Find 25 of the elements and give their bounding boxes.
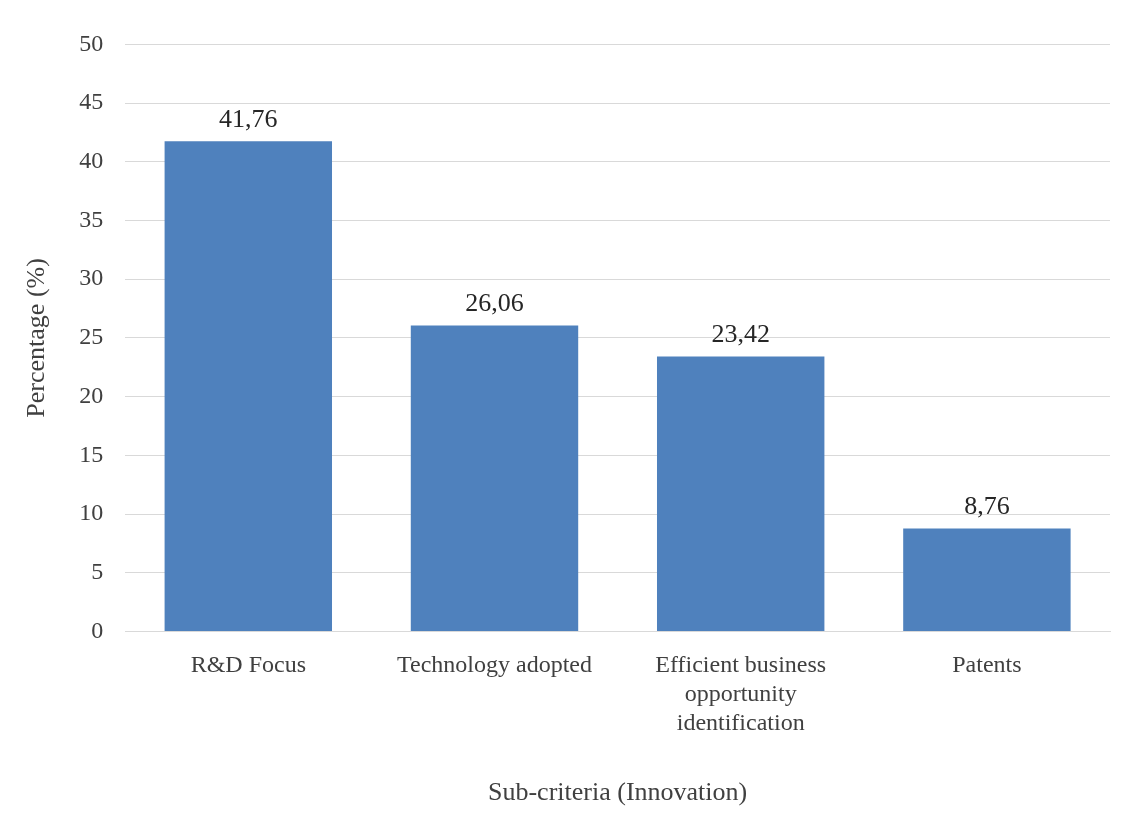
y-tick-label: 45 <box>79 88 104 115</box>
y-tick-label: 10 <box>79 499 104 526</box>
x-tick-label: Patents <box>952 651 1022 678</box>
y-tick-label: 40 <box>79 147 104 174</box>
x-tick-label: Technology adopted <box>397 651 592 678</box>
bar <box>903 528 1071 631</box>
y-tick-label: 5 <box>91 558 104 584</box>
y-tick-label: 20 <box>79 381 104 408</box>
data-label: 41,76 <box>219 103 278 133</box>
y-tick-label: 15 <box>79 440 104 467</box>
x-tick-label: R&D Focus <box>190 651 306 678</box>
x-tick-label: Efficient business opportunity identification <box>655 651 827 735</box>
y-tick-label: 30 <box>79 264 104 291</box>
y-tick-label: 35 <box>79 205 104 232</box>
y-axis-title: Percentage (%) <box>21 258 51 418</box>
data-label: 26,06 <box>465 288 524 318</box>
bar <box>410 325 579 631</box>
y-tick-label: 25 <box>79 323 104 350</box>
y-tick-label: 0 <box>91 616 104 643</box>
bar <box>164 141 333 631</box>
y-tick-label: 50 <box>79 29 104 56</box>
bar <box>656 356 825 631</box>
data-label: 8,76 <box>964 491 1010 521</box>
x-axis-title: Sub-criteria (Innovation) <box>488 777 748 807</box>
data-label: 23,42 <box>711 319 770 349</box>
